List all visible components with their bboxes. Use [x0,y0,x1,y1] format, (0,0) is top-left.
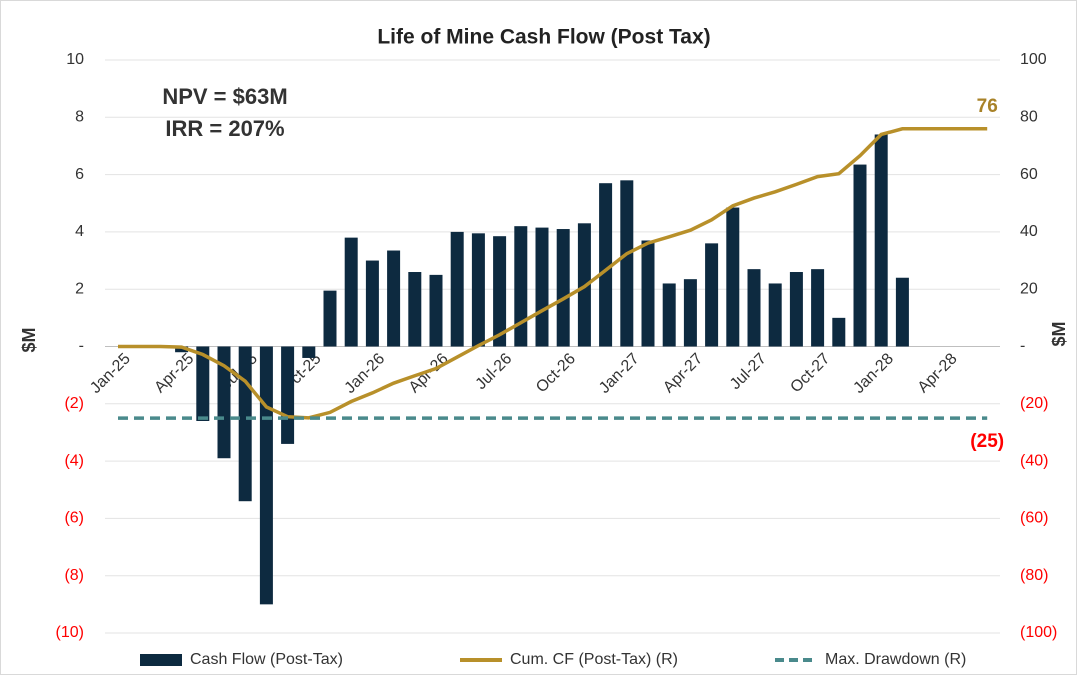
legend-swatch [140,654,182,666]
y-tick-label: 2 [75,280,84,297]
y-tick-label: (8) [64,567,84,584]
y-tick-label: 4 [75,223,84,240]
bar [853,164,867,347]
bar [599,183,613,347]
bar [641,240,655,347]
bar [302,346,316,358]
y2-tick-label: (100) [1020,624,1057,641]
data-label: (25) [970,431,1004,452]
bar [323,290,337,347]
bar [556,229,570,347]
bar [344,237,358,347]
y-tick-label: (6) [64,510,84,527]
bar [832,317,846,347]
y-tick-label: - [79,338,84,355]
bar [429,274,443,347]
y2-tick-label: (80) [1020,567,1048,584]
y-tick-label: 6 [75,166,84,183]
legend-item: Cum. CF (Post-Tax) (R) [460,651,678,668]
legend-label: Max. Drawdown (R) [825,651,966,668]
bar [217,346,231,459]
y2-tick-label: 20 [1020,280,1038,297]
y2-tick-label: (20) [1020,395,1048,412]
bar [365,260,379,347]
bar [662,283,676,347]
legend-item: Cash Flow (Post-Tax) [140,651,343,668]
bar [493,236,507,347]
y-tick-label: 10 [66,51,84,68]
bar [789,272,803,347]
y2-tick-label: 40 [1020,223,1038,240]
y2-tick-label: 80 [1020,109,1038,126]
y2-axis-label: $M [1049,321,1069,346]
y2-tick-label: - [1020,338,1025,355]
y2-tick-label: (40) [1020,452,1048,469]
chart-title: Life of Mine Cash Flow (Post Tax) [377,26,710,49]
y2-tick-label: 60 [1020,166,1038,183]
legend-label: Cum. CF (Post-Tax) (R) [510,651,678,668]
bar [683,279,697,347]
y2-tick-label: (60) [1020,510,1048,527]
bar [281,346,295,444]
bar [259,346,273,605]
bar [874,134,888,347]
y-tick-label: 8 [75,109,84,126]
annotation: IRR = 207% [165,116,284,141]
bar [726,207,740,347]
bar [811,269,825,347]
bar [238,346,252,502]
y2-tick-label: 100 [1020,51,1047,68]
bar [535,227,549,347]
bar [620,180,634,347]
bar [705,243,719,347]
y-tick-label: (10) [56,624,84,641]
y-tick-label: (4) [64,452,84,469]
line [118,127,988,420]
bar [768,283,782,347]
legend-item: Max. Drawdown (R) [775,651,966,668]
bar [408,272,422,347]
annotation: NPV = $63M [162,84,287,109]
bar [196,346,210,421]
bar [450,231,464,347]
bar [514,226,528,347]
bar [387,250,401,347]
y-tick-label: (2) [64,395,84,412]
bar [895,277,909,347]
data-label: 76 [977,96,998,117]
bar [471,233,485,347]
y-axis-label: $M [19,327,39,352]
bar [175,346,189,353]
legend-label: Cash Flow (Post-Tax) [190,651,343,668]
bar [747,269,761,347]
